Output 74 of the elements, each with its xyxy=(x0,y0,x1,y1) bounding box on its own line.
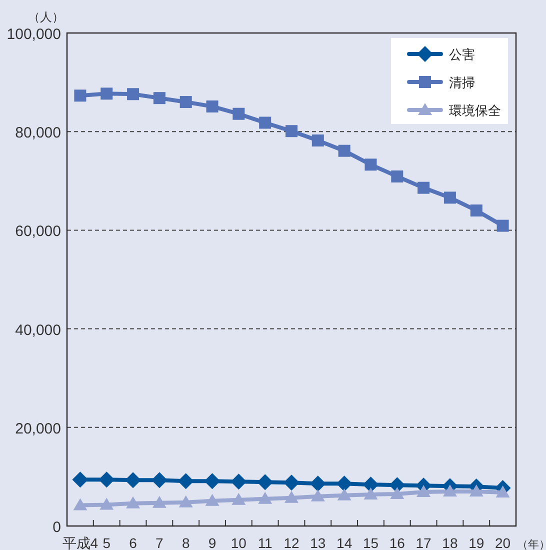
y-axis-title: （人） xyxy=(28,10,64,24)
point xyxy=(180,96,192,108)
point xyxy=(390,486,404,499)
point xyxy=(257,474,274,490)
x-tick-label: 11 xyxy=(258,535,273,550)
point xyxy=(469,484,484,496)
point xyxy=(418,182,430,194)
point xyxy=(496,485,510,498)
point xyxy=(100,498,114,510)
point xyxy=(310,489,325,502)
point xyxy=(152,496,166,508)
point xyxy=(232,108,245,120)
x-tick-label: 13 xyxy=(310,535,326,550)
point xyxy=(204,473,220,490)
point xyxy=(496,220,509,232)
y-tick-label: 20,000 xyxy=(15,420,61,438)
point xyxy=(284,474,300,491)
x-tick-label: 5 xyxy=(102,535,111,550)
point xyxy=(338,144,350,157)
point xyxy=(125,472,142,488)
point xyxy=(74,90,86,102)
point xyxy=(336,476,352,492)
x-tick-label: 14 xyxy=(336,535,352,550)
point xyxy=(258,492,272,504)
point xyxy=(100,88,113,100)
point xyxy=(470,204,482,216)
point xyxy=(364,158,377,171)
x-tick-label: 10 xyxy=(230,535,247,550)
x-tick-label: 20 xyxy=(495,535,511,550)
point xyxy=(337,488,352,500)
point xyxy=(442,484,457,496)
x-tick-label: 8 xyxy=(182,535,190,550)
point xyxy=(286,125,298,138)
x-tick-label: 15 xyxy=(362,535,379,550)
point xyxy=(73,498,88,510)
legend-label: 公害 xyxy=(449,47,475,62)
x-tick-label: 平成4 xyxy=(62,535,98,550)
point xyxy=(178,495,193,508)
point xyxy=(310,476,326,492)
point xyxy=(230,474,247,490)
point xyxy=(126,496,140,508)
point xyxy=(362,476,379,493)
point xyxy=(259,116,272,129)
x-axis-title: （年） xyxy=(517,539,546,550)
y-tick-label: 0 xyxy=(52,519,61,536)
x-tick-label: 16 xyxy=(389,535,406,550)
x-tick-label: 12 xyxy=(284,535,300,550)
point xyxy=(72,472,88,488)
y-tick-label: 60,000 xyxy=(15,223,61,240)
x-tick-label: 17 xyxy=(416,535,432,550)
point xyxy=(284,490,298,503)
x-tick-label: 7 xyxy=(156,535,164,550)
point xyxy=(205,494,220,506)
point xyxy=(312,134,324,146)
x-tick-label: 18 xyxy=(442,535,458,550)
point xyxy=(98,472,115,488)
legend-label: 環境保全 xyxy=(449,103,501,118)
x-tick-label: 6 xyxy=(129,535,138,550)
x-tick-label: 19 xyxy=(468,535,484,550)
y-tick-label: 80,000 xyxy=(15,124,61,142)
y-tick-label: 100,000 xyxy=(6,26,61,43)
point xyxy=(444,192,456,204)
legend-label: 清掃 xyxy=(449,75,475,90)
point xyxy=(206,100,218,112)
point xyxy=(151,472,168,488)
point xyxy=(178,473,194,490)
point xyxy=(364,487,378,500)
point xyxy=(127,88,140,100)
point xyxy=(416,484,431,497)
point xyxy=(391,170,404,182)
x-tick-label: 9 xyxy=(208,535,216,550)
point xyxy=(232,492,246,505)
y-tick-label: 40,000 xyxy=(15,322,61,339)
point xyxy=(153,92,166,104)
